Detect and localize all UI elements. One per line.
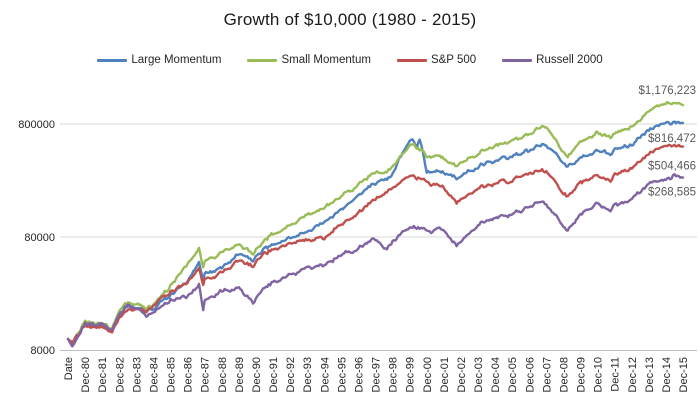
legend-label: Small Momentum <box>281 54 371 66</box>
x-tick-label: Dec-15 <box>678 357 690 392</box>
legend-line-swatch <box>247 58 278 62</box>
legend-line-swatch <box>97 58 128 62</box>
x-tick-label: Date <box>63 357 75 380</box>
x-tick-label: Dec-12 <box>627 357 639 392</box>
x-tick-label: Dec-10 <box>593 357 605 392</box>
legend-item-russell-2000: Russell 2000 <box>502 54 603 66</box>
x-tick-label: Dec-05 <box>507 357 519 392</box>
legend-label: Large Momentum <box>131 54 222 66</box>
x-tick-label: Dec-87 <box>200 357 212 392</box>
x-tick-label: Dec-88 <box>217 357 229 392</box>
x-tick-label: Dec-97 <box>371 357 383 392</box>
x-tick-label: Dec-93 <box>302 357 314 392</box>
legend-item-small-momentum: Small Momentum <box>247 54 371 66</box>
legend: Large Momentum Small Momentum S&P 500 Russe… <box>0 54 700 66</box>
x-tick-label: Dec-90 <box>251 357 263 392</box>
x-tick-label: Dec-84 <box>148 357 160 392</box>
legend-line-swatch <box>502 58 533 62</box>
legend-item-s-p-500: S&P 500 <box>396 54 477 66</box>
x-tick-label: Dec-03 <box>473 357 485 392</box>
x-tick-label: Dec-80 <box>80 357 92 392</box>
y-tick-label: 800000 <box>18 119 55 131</box>
x-tick-label: Dec-07 <box>541 357 553 392</box>
series-line-s-p-500 <box>66 143 685 345</box>
x-tick-label: Dec-04 <box>490 357 502 392</box>
x-tick-label: Dec-14 <box>661 357 673 392</box>
x-tick-label: Dec-92 <box>285 357 297 392</box>
x-tick-label: Dec-95 <box>336 357 348 392</box>
x-tick-label: Dec-81 <box>97 357 109 392</box>
end-label-large-momentum: $816,472 <box>648 133 696 145</box>
x-tick-label: Dec-89 <box>234 357 246 392</box>
x-tick-label: Dec-00 <box>422 357 434 392</box>
x-tick-label: Dec-82 <box>114 357 126 392</box>
x-tick-label: Dec-98 <box>388 357 400 392</box>
x-tick-label: Dec-94 <box>319 357 331 392</box>
chart-title: Growth of $10,000 (1980 - 2015) <box>223 10 477 29</box>
x-tick-label: Dec-13 <box>644 357 656 392</box>
end-label-small-momentum: $1,176,223 <box>638 85 696 97</box>
x-tick-label: Dec-86 <box>183 357 195 392</box>
end-label-s-p-500: $504,466 <box>648 161 696 173</box>
x-tick-label: Dec-09 <box>576 357 588 392</box>
y-tick-label: 80000 <box>24 232 55 244</box>
x-tick-label: Dec-99 <box>405 357 417 392</box>
series-line-small-momentum <box>66 100 685 344</box>
x-tick-label: Dec-91 <box>268 357 280 392</box>
x-tick-label: Dec-08 <box>558 357 570 392</box>
end-label-russell-2000: $268,585 <box>648 187 696 199</box>
y-tick-label: 8000 <box>31 345 55 357</box>
legend-item-large-momentum: Large Momentum <box>97 54 221 66</box>
x-tick-label: Dec-01 <box>439 357 451 392</box>
x-tick-label: Dec-85 <box>166 357 178 392</box>
x-tick-label: Dec-02 <box>456 357 468 392</box>
x-tick-label: Dec-83 <box>131 357 143 392</box>
x-tick-label: Dec-06 <box>524 357 536 392</box>
legend-label: Russell 2000 <box>536 54 603 66</box>
series-line-russell-2000 <box>66 173 685 348</box>
legend-label: S&P 500 <box>430 54 477 66</box>
legend-line-swatch <box>396 58 427 62</box>
x-tick-label: Dec-11 <box>610 357 622 392</box>
series-line-large-momentum <box>66 120 685 343</box>
x-tick-label: Dec-96 <box>353 357 365 392</box>
